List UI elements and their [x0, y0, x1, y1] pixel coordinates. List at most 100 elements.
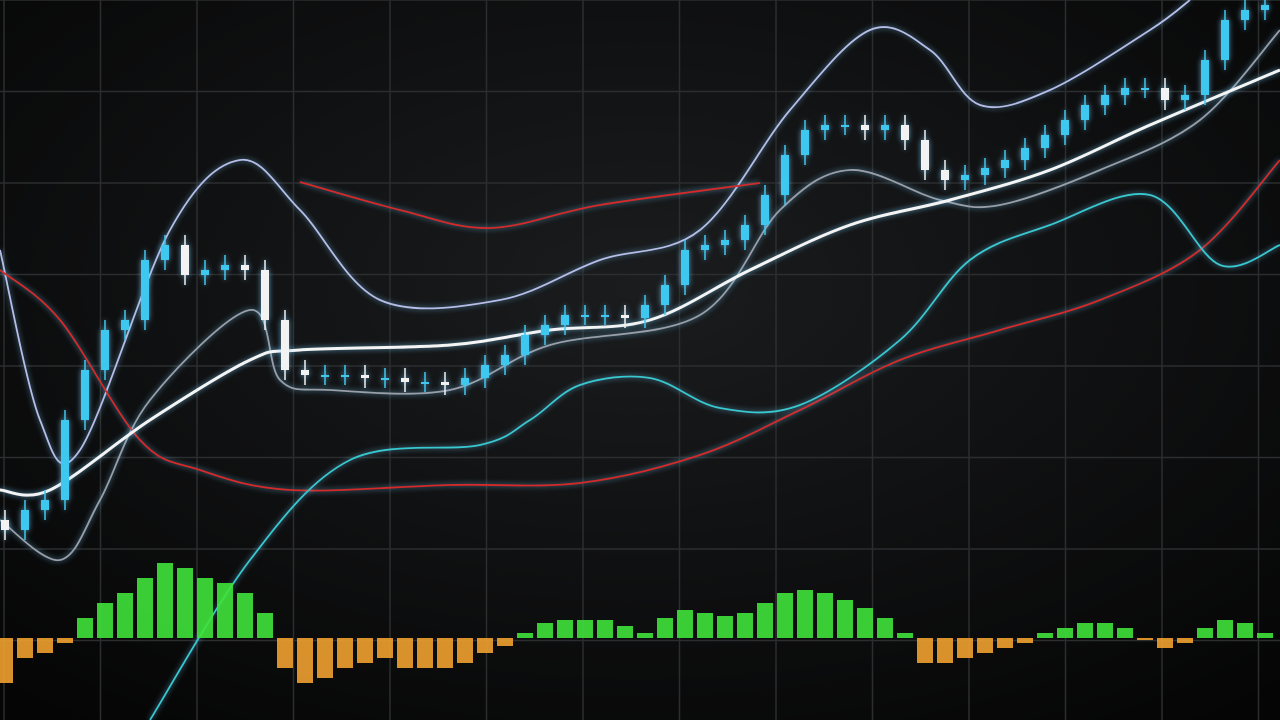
candle-body [941, 170, 949, 180]
histogram-bar [37, 638, 53, 653]
candle-body [521, 335, 529, 355]
candle-body [661, 285, 669, 305]
candle-body [421, 382, 429, 384]
candle-body [1241, 10, 1249, 20]
histogram-bar [0, 638, 13, 683]
candle-body [961, 175, 969, 180]
candle-body [81, 370, 89, 420]
histogram-bar [177, 568, 193, 638]
candle-body [761, 195, 769, 225]
candle-body [1221, 20, 1229, 60]
histogram-bar [857, 608, 873, 638]
indicator-line [0, 159, 1280, 492]
histogram-bar [757, 603, 773, 638]
histogram-bar [497, 638, 513, 646]
histogram-bar [57, 638, 73, 643]
histogram-bar [537, 623, 553, 638]
histogram-bar [817, 593, 833, 638]
histogram-bar [117, 593, 133, 638]
candle-body [401, 378, 409, 382]
histogram-bar [157, 563, 173, 638]
histogram-bar [897, 633, 913, 638]
histogram-bar [357, 638, 373, 663]
candle-body [701, 245, 709, 250]
candle-body [1001, 160, 1009, 168]
candle-body [1181, 95, 1189, 100]
histogram-bar [417, 638, 433, 668]
histogram-bar [457, 638, 473, 663]
candle-body [621, 315, 629, 318]
candle-body [1101, 95, 1109, 105]
histogram-bar [97, 603, 113, 638]
candle-body [861, 125, 869, 130]
candle-body [21, 510, 29, 530]
candle-body [301, 370, 309, 375]
candle-body [1161, 88, 1169, 100]
candle-body [981, 168, 989, 175]
candle-body [561, 315, 569, 325]
candle-body [121, 320, 129, 330]
candle-body [341, 375, 349, 377]
histogram-bar [1217, 620, 1233, 638]
indicator-line [149, 193, 1280, 720]
candle-body [361, 375, 369, 378]
histogram-bar [1137, 638, 1153, 640]
histogram-bar [377, 638, 393, 658]
histogram-bar [877, 618, 893, 638]
histogram-bar [1077, 623, 1093, 638]
histogram-bar [1177, 638, 1193, 643]
histogram-bar [137, 578, 153, 638]
histogram-bar [837, 600, 853, 638]
histogram-bar [77, 618, 93, 638]
candle-body [1201, 60, 1209, 95]
histogram-bar [1257, 633, 1273, 638]
histogram-bar [1117, 628, 1133, 638]
candle-body [261, 270, 269, 320]
candle-body [1141, 88, 1149, 90]
candle-body [161, 245, 169, 260]
candle-body [681, 250, 689, 285]
candle-body [1061, 120, 1069, 135]
histogram-bar [617, 626, 633, 638]
candle-body [1121, 88, 1129, 95]
candles [1, 0, 1269, 540]
candle-body [1261, 5, 1269, 10]
histogram-bar [1097, 623, 1113, 638]
histogram-bar [677, 610, 693, 638]
candle-body [601, 315, 609, 317]
candle-body [41, 500, 49, 510]
histogram-bar [1157, 638, 1173, 648]
candle-body [541, 325, 549, 335]
candle-body [641, 305, 649, 318]
histogram-bar [657, 618, 673, 638]
histogram-bar [917, 638, 933, 663]
histogram-bar [937, 638, 953, 663]
histogram-bar [1057, 628, 1073, 638]
histogram [0, 563, 1273, 683]
candle-body [381, 378, 389, 380]
histogram-bar [317, 638, 333, 678]
histogram-bar [437, 638, 453, 668]
candle-body [181, 245, 189, 275]
histogram-bar [797, 590, 813, 638]
candle-body [321, 375, 329, 377]
histogram-bar [277, 638, 293, 668]
histogram-bar [697, 613, 713, 638]
histogram-bar [997, 638, 1013, 648]
histogram-bar [717, 616, 733, 638]
histogram-bar [1017, 638, 1033, 643]
candle-body [1, 520, 9, 530]
histogram-bar [297, 638, 313, 683]
candle-body [1021, 148, 1029, 160]
candle-body [501, 355, 509, 365]
histogram-bar [257, 613, 273, 638]
histogram-bar [477, 638, 493, 653]
indicator-line [0, 68, 1280, 497]
histogram-bar [197, 578, 213, 638]
candle-body [201, 270, 209, 275]
candle-body [581, 315, 589, 317]
candle-body [921, 140, 929, 170]
indicator-line [299, 181, 761, 229]
candle-body [1041, 135, 1049, 148]
histogram-bar [217, 583, 233, 638]
